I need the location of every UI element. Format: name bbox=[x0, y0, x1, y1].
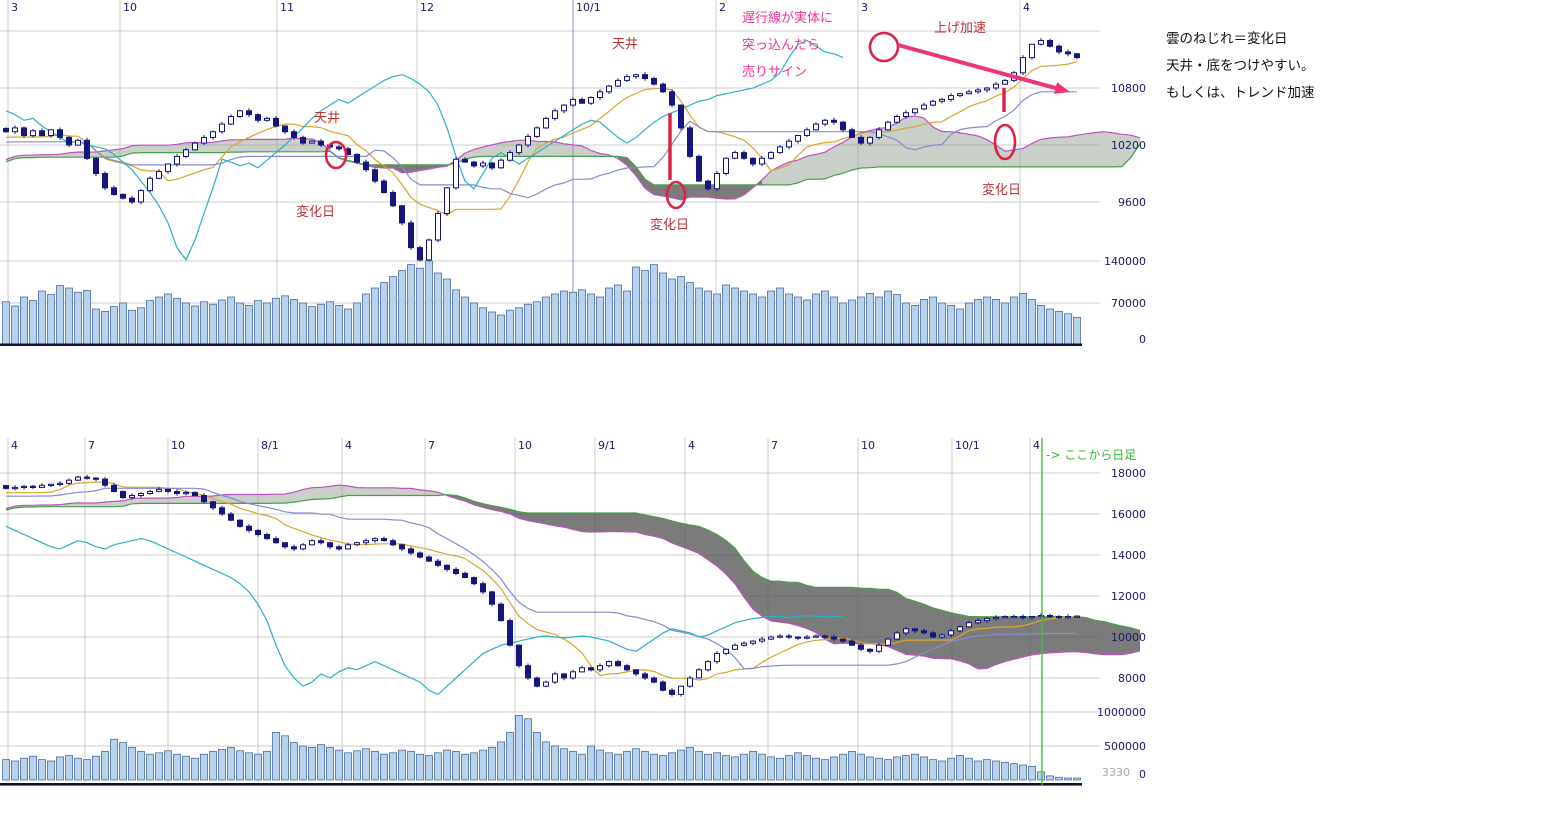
annotation-layer: -> ここから日足 3330 bbox=[1041, 438, 1136, 786]
daily-chart-canvas[interactable]: 18000 16000 14000 12000 10000 8000 1000000 5000… bbox=[0, 438, 1155, 788]
svg-text:500000: 500000 bbox=[1104, 740, 1146, 753]
volume-bars bbox=[2, 260, 1081, 346]
svg-text:4: 4 bbox=[345, 439, 352, 452]
side-note-line: 天井・底をつけやすい。 bbox=[1166, 58, 1315, 74]
svg-text:11: 11 bbox=[280, 1, 294, 14]
svg-text:7: 7 bbox=[771, 439, 778, 452]
svg-text:天井: 天井 bbox=[612, 37, 638, 52]
svg-text:9/1: 9/1 bbox=[598, 439, 616, 452]
svg-text:10200: 10200 bbox=[1111, 139, 1146, 152]
svg-text:8000: 8000 bbox=[1118, 672, 1146, 685]
svg-text:変化日: 変化日 bbox=[296, 204, 335, 220]
svg-text:変化日: 変化日 bbox=[650, 217, 689, 233]
svg-text:4: 4 bbox=[688, 439, 695, 452]
candles-layer bbox=[3, 474, 1080, 697]
svg-text:70000: 70000 bbox=[1111, 297, 1146, 310]
price-lines bbox=[5, 39, 1078, 262]
svg-text:上げ加速: 上げ加速 bbox=[934, 21, 986, 36]
svg-text:変化日: 変化日 bbox=[982, 182, 1021, 198]
side-note-line: 雲のねじれ＝変化日 bbox=[1166, 31, 1288, 47]
svg-text:8/1: 8/1 bbox=[261, 439, 279, 452]
svg-text:0: 0 bbox=[1139, 333, 1146, 346]
svg-text:14000: 14000 bbox=[1111, 549, 1146, 562]
hourly-chart-canvas[interactable]: 10800 10200 9600 140000 70000 0 3 10 11 12 10/1 2 3 4… bbox=[0, 0, 1155, 346]
svg-text:2: 2 bbox=[719, 1, 726, 14]
svg-text:10: 10 bbox=[171, 439, 185, 452]
svg-text:12: 12 bbox=[420, 1, 434, 14]
svg-text:10/1: 10/1 bbox=[576, 1, 601, 14]
svg-text:売りサイン: 売りサイン bbox=[742, 64, 807, 80]
svg-text:天井: 天井 bbox=[314, 111, 340, 126]
candles-layer bbox=[3, 38, 1080, 262]
svg-text:9600: 9600 bbox=[1118, 196, 1146, 209]
svg-text:遅行線が実体に: 遅行線が実体に bbox=[742, 10, 833, 26]
svg-text:7: 7 bbox=[88, 439, 95, 452]
x-axis-line bbox=[0, 343, 1082, 346]
price-lines bbox=[5, 481, 1078, 696]
svg-text:12000: 12000 bbox=[1111, 590, 1146, 603]
svg-text:16000: 16000 bbox=[1111, 508, 1146, 521]
ichimoku-cloud bbox=[5, 115, 1140, 201]
svg-text:18000: 18000 bbox=[1111, 467, 1146, 480]
svg-text:7: 7 bbox=[428, 439, 435, 452]
svg-text:10/1: 10/1 bbox=[955, 439, 980, 452]
side-note-line: もしくは、トレンド加速 bbox=[1166, 85, 1315, 101]
x-axis-line bbox=[0, 783, 1082, 786]
svg-text:3: 3 bbox=[11, 1, 18, 14]
svg-text:10: 10 bbox=[861, 439, 875, 452]
svg-text:突っ込んだら: 突っ込んだら bbox=[742, 37, 820, 53]
svg-text:4: 4 bbox=[1023, 1, 1030, 14]
svg-text:4: 4 bbox=[1033, 439, 1040, 452]
svg-text:3330: 3330 bbox=[1102, 766, 1130, 779]
side-note: 雲のねじれ＝変化日 天井・底をつけやすい。 もしくは、トレンド加速 bbox=[1166, 26, 1315, 107]
svg-text:10000: 10000 bbox=[1111, 631, 1146, 644]
svg-text:1000000: 1000000 bbox=[1097, 706, 1146, 719]
volume-bars bbox=[2, 715, 1081, 781]
svg-text:3: 3 bbox=[861, 1, 868, 14]
svg-text:4: 4 bbox=[11, 439, 18, 452]
axis-labels: 18000 16000 14000 12000 10000 8000 1000000 5000… bbox=[11, 439, 1146, 781]
ichimoku-cloud bbox=[5, 484, 1140, 670]
svg-text:10800: 10800 bbox=[1111, 82, 1146, 95]
svg-text:-> ここから日足: -> ここから日足 bbox=[1046, 448, 1136, 462]
axis-labels: 10800 10200 9600 140000 70000 0 3 10 11 12 10/1 2 3 4 bbox=[11, 1, 1146, 346]
svg-text:0: 0 bbox=[1139, 768, 1146, 781]
svg-text:140000: 140000 bbox=[1104, 255, 1146, 268]
svg-text:10: 10 bbox=[518, 439, 532, 452]
svg-text:10: 10 bbox=[123, 1, 137, 14]
